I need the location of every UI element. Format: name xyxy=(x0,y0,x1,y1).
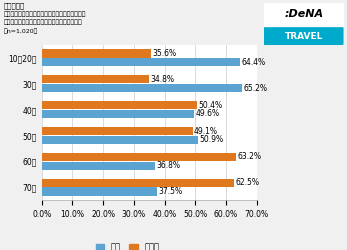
Text: 63.2%: 63.2% xyxy=(237,152,261,161)
Bar xyxy=(42,178,234,187)
Bar xyxy=(42,153,236,161)
Bar xyxy=(42,127,193,135)
Text: 36.8%: 36.8% xyxy=(156,161,180,170)
Text: TRAVEL: TRAVEL xyxy=(285,32,323,40)
Text: 65.2%: 65.2% xyxy=(244,84,268,93)
Bar xyxy=(42,50,151,58)
Text: 34.8%: 34.8% xyxy=(150,75,174,84)
Text: 50.9%: 50.9% xyxy=(200,135,224,144)
FancyBboxPatch shape xyxy=(264,2,344,27)
Text: :DeNA: :DeNA xyxy=(284,10,323,20)
Bar xyxy=(42,84,242,92)
Text: あなたは物語の舞台やゆかりのある場所を実際に: あなたは物語の舞台やゆかりのある場所を実際に xyxy=(3,11,86,17)
Bar xyxy=(42,58,239,66)
Text: 35.6%: 35.6% xyxy=(153,49,177,58)
Text: 64.4%: 64.4% xyxy=(241,58,265,67)
Text: 【年代別】: 【年代別】 xyxy=(3,2,25,9)
Text: 49.1%: 49.1% xyxy=(194,126,218,136)
Text: （n=1,020）: （n=1,020） xyxy=(3,28,38,34)
Bar xyxy=(42,187,157,196)
Legend: はい, いいえ: はい, いいえ xyxy=(93,239,163,250)
Bar xyxy=(42,75,149,84)
Text: 訪れる「聖地巡礼」をしたことはありますか？: 訪れる「聖地巡礼」をしたことはありますか？ xyxy=(3,20,82,25)
Text: 62.5%: 62.5% xyxy=(235,178,259,187)
Text: 49.6%: 49.6% xyxy=(196,110,220,118)
Text: 37.5%: 37.5% xyxy=(159,187,183,196)
Bar xyxy=(42,162,155,170)
Bar xyxy=(42,110,194,118)
Text: 50.4%: 50.4% xyxy=(198,101,222,110)
Bar xyxy=(42,136,198,144)
FancyBboxPatch shape xyxy=(264,27,344,45)
Bar xyxy=(42,101,196,109)
